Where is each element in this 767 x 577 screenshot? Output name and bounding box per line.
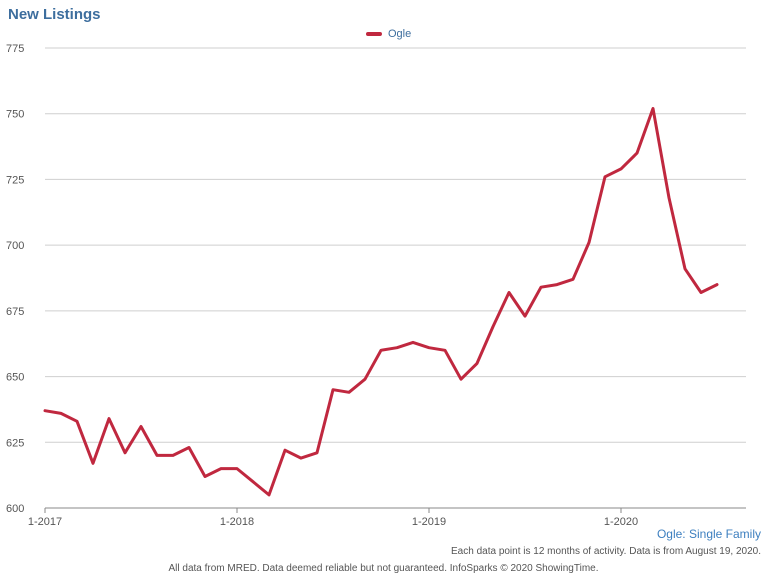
- data-point: [203, 475, 207, 478]
- data-point: [667, 196, 671, 200]
- legend[interactable]: Ogle: [366, 28, 411, 40]
- data-point: [619, 167, 623, 171]
- data-point: [75, 420, 79, 423]
- data-point: [91, 462, 95, 465]
- data-point: [555, 283, 559, 286]
- data-point: [123, 451, 127, 454]
- data-point: [187, 446, 191, 449]
- data-point: [171, 454, 175, 457]
- data-point: [427, 346, 431, 349]
- chart-title: New Listings: [8, 6, 101, 23]
- data-point: [683, 267, 687, 270]
- data-point: [571, 278, 575, 281]
- chart-subtitle: Ogle: Single Family: [656, 527, 761, 541]
- x-tick-label: 1-2019: [412, 516, 446, 528]
- x-tick-label: 1-2020: [604, 516, 638, 528]
- data-note: Each data point is 12 months of activity…: [451, 546, 761, 557]
- x-tick-label: 1-2018: [220, 516, 254, 528]
- data-point: [635, 151, 639, 155]
- data-point: [283, 448, 287, 452]
- data-point: [315, 451, 319, 454]
- data-point: [491, 325, 495, 328]
- data-point: [43, 409, 47, 412]
- data-point: [331, 388, 335, 391]
- data-point: [507, 291, 511, 294]
- data-point: [139, 425, 143, 428]
- data-point: [251, 480, 255, 483]
- legend-swatch: [366, 32, 382, 36]
- data-point: [587, 241, 591, 244]
- data-point: [603, 175, 607, 178]
- data-point: [347, 391, 351, 394]
- data-point: [59, 412, 63, 415]
- data-point: [699, 291, 703, 294]
- y-tick-label: 650: [6, 372, 24, 384]
- data-point: [443, 349, 447, 352]
- data-point: [107, 417, 111, 420]
- footer-disclaimer: All data from MRED. Data deemed reliable…: [168, 563, 599, 574]
- series-line-ogle: [43, 107, 719, 497]
- data-point: [459, 378, 463, 381]
- data-point: [715, 283, 719, 286]
- y-tick-label: 625: [6, 437, 24, 449]
- x-tick-label: 1-2017: [28, 516, 62, 528]
- data-point: [155, 454, 159, 457]
- data-point: [235, 467, 239, 470]
- y-tick-label: 775: [6, 43, 24, 55]
- data-point: [395, 346, 399, 349]
- data-point: [475, 362, 479, 365]
- data-point: [651, 107, 655, 110]
- legend-label: Ogle: [388, 28, 412, 40]
- data-point: [523, 314, 527, 318]
- data-point: [379, 349, 383, 352]
- data-point: [411, 341, 415, 344]
- data-point: [299, 456, 303, 460]
- data-point: [363, 378, 367, 381]
- y-tick-label: 675: [6, 306, 24, 318]
- y-tick-label: 600: [6, 503, 24, 515]
- y-tick-label: 725: [6, 174, 24, 186]
- data-point: [219, 467, 223, 470]
- data-point: [267, 493, 271, 497]
- y-tick-label: 700: [6, 240, 24, 252]
- y-tick-label: 750: [6, 109, 24, 121]
- data-point: [539, 286, 543, 289]
